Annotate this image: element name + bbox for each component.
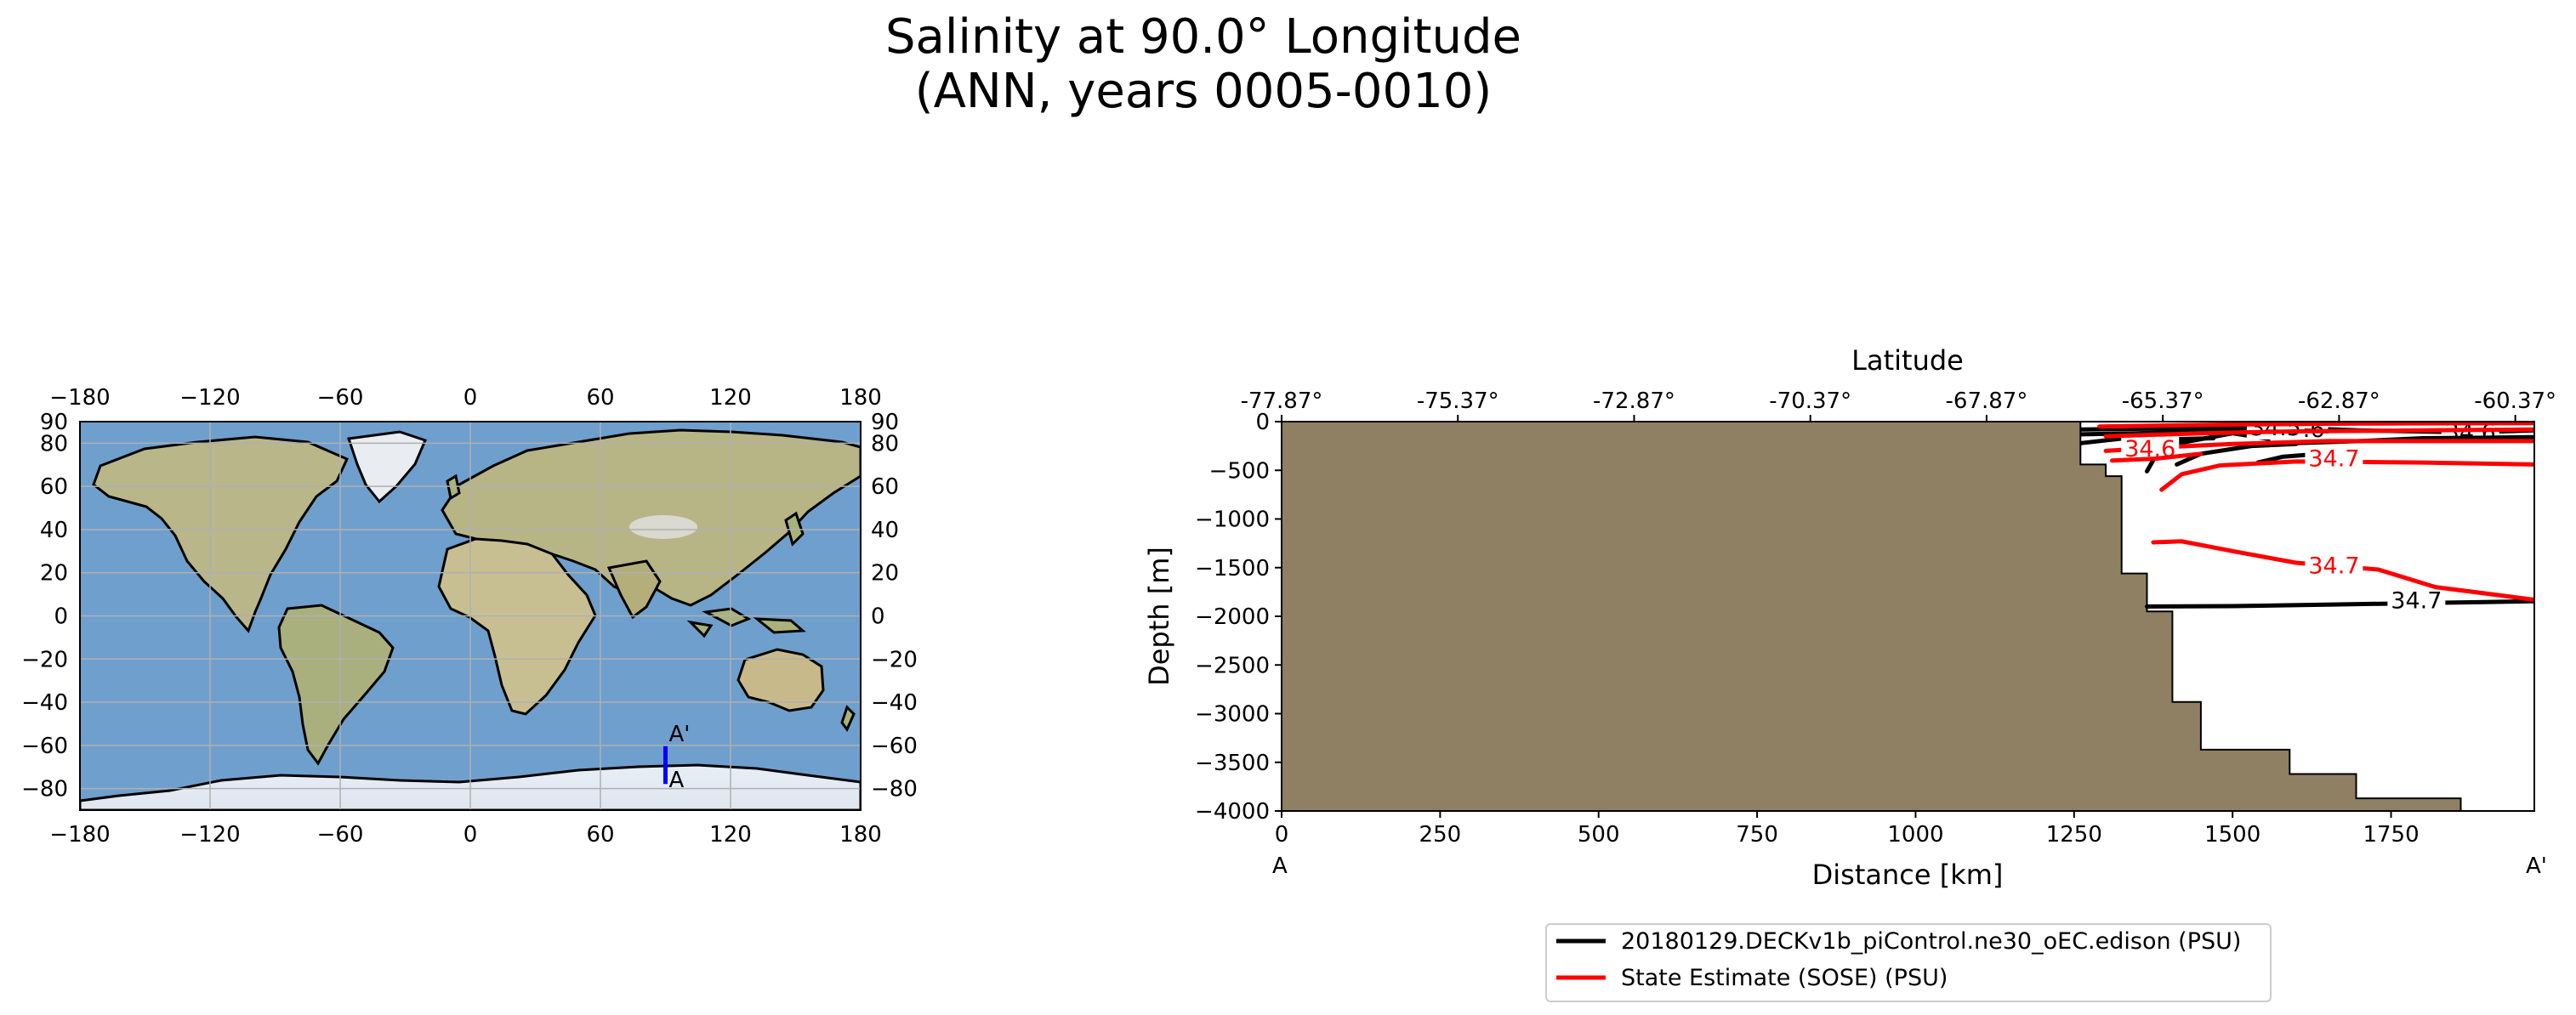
obs-contour-line [2151,539,2534,602]
section-panel: 34.734.634.634.534.734.734.6 02505007501… [1143,344,2556,891]
transect-end-label: A' [669,722,691,747]
map-left-tick-label: −80 [21,777,68,802]
top-tick-label: -67.87° [1946,388,2028,414]
map-top-tick-label: −180 [49,385,110,411]
top-tick-label: -70.37° [1769,388,1851,414]
map-right-tick-label: 90 [871,410,899,435]
top-tick-label: -72.87° [1593,388,1675,414]
obs-contour-line [2103,427,2534,439]
map-left-tick-label: 0 [54,604,68,630]
x-axis-label: Distance [km] [1812,859,2004,891]
y-tick-label: −1000 [1195,508,1270,533]
obs-contour-line [2159,459,2534,492]
map-top-tick-label: −120 [179,385,240,411]
obs-contour-label: 34.7 [2308,446,2359,473]
section-start-label: A [1272,853,1288,879]
map-right-tick-label: 0 [871,604,885,630]
x-tick-label: 1500 [2204,822,2260,848]
legend-label-model: 20180129.DECKv1b_piControl.ne30_oEC.edis… [1621,928,2241,955]
y-tick-label: −500 [1209,458,1270,484]
map-top-tick-label: −60 [317,385,364,411]
top-tick-label: -60.37° [2474,388,2556,414]
x-tick-label: 1250 [2046,822,2102,848]
top-tick-label: -65.37° [2122,388,2204,414]
map-himalaya [629,515,697,539]
map-left-tick-label: −60 [21,734,68,759]
bathymetry-fill [1282,422,2462,811]
x-tick-label: 0 [1275,822,1289,848]
obs-contour-line [2097,422,2534,429]
y-tick-label: −2500 [1195,653,1270,678]
map-right-tick-label: −60 [871,734,918,759]
map-top-tick-label: 120 [709,385,752,411]
x-tick-label: 1750 [2363,822,2419,848]
top-tick-label: -75.37° [1417,388,1499,414]
map-tick-labels: −180 −180 −120 −120 −60 −60 0 0 60 60 120 120 180 180… [21,385,918,848]
y-tick-label: −2000 [1195,604,1270,630]
contour-label-bg [2387,587,2446,613]
map-right-tick-label: −80 [871,777,918,802]
contour-label-bg [2305,445,2363,471]
contour-lines: 34.734.634.634.534.734.734.6 [2079,415,2534,615]
map-top-tick-label: 180 [839,385,882,411]
map-right-tick-label: 80 [871,431,899,456]
section-ticks: 0 250 500 750 1000 1250 1500 1750 0 −500 −1000 −150… [1195,388,2556,848]
map-left-tick-label: 90 [40,410,68,435]
y-tick-label: 0 [1255,410,1270,435]
map-land [80,422,861,810]
map-left-tick-label: −40 [21,690,68,716]
map-bottom-tick-label: 180 [839,822,882,848]
map-panel: A A' −180 −180 −120 −120 −60 −60 0 0 60 60 120 120 1… [21,385,918,848]
model-contour-label: 34.5 [2250,415,2301,441]
x-tick-label: 250 [1419,822,1462,848]
obs-contour-line [2110,451,2204,463]
map-left-tick-label: 60 [40,474,68,500]
legend-box [1545,923,2272,1002]
y-tick-label: −3500 [1195,751,1270,776]
x-tick-label: 500 [1578,822,1620,848]
obs-contour-label: 34.7 [2308,553,2359,579]
figure-title-line1: Salinity at 90.0° Longitude [884,9,1521,65]
map-right-tick-label: 60 [871,474,899,500]
map-right-tick-label: 40 [871,518,899,543]
y-tick-label: −3000 [1195,702,1270,728]
map-bottom-tick-label: −180 [49,822,110,848]
y-axis-label: Depth [m] [1143,547,1175,686]
y-tick-label: −1500 [1195,556,1270,581]
legend-label-obs: State Estimate (SOSE) (PSU) [1621,965,1948,991]
map-gridlines [80,422,861,810]
y-tick-label: −4000 [1195,799,1270,825]
map-left-tick-label: 40 [40,518,68,543]
x-tick-label: 750 [1736,822,1778,848]
map-left-tick-label: −20 [21,647,68,672]
map-top-tick-label: 60 [586,385,614,411]
map-frame [79,421,862,811]
model-contour-line [2175,441,2299,467]
map-bottom-tick-label: 60 [586,822,614,848]
map-right-tick-label: −20 [871,647,918,672]
contour-label-bg [2305,552,2363,578]
map-top-tick-label: 0 [463,385,478,411]
transect-start-label: A [669,768,685,793]
map-bottom-tick-label: 0 [463,822,478,848]
figure-title-line2: (ANN, years 0005-0010) [914,64,1493,119]
map-bottom-tick-label: 120 [709,822,752,848]
section-end-label: A' [2526,853,2547,879]
map-bottom-tick-label: −60 [317,822,364,848]
map-right-tick-label: 20 [871,561,899,587]
map-left-tick-label: 20 [40,561,68,587]
top-tick-label: -77.87° [1241,388,1323,414]
map-bottom-tick-label: −120 [179,822,240,848]
map-right-tick-label: −40 [871,690,918,716]
model-contour-line [2145,598,2534,609]
model-contour-label: 34.7 [2391,588,2442,615]
top-axis-label: Latitude [1851,344,1964,377]
legend: 20180129.DECKv1b_piControl.ne30_oEC.edis… [1545,923,2272,1002]
map-left-tick-label: 80 [40,431,68,456]
x-tick-label: 1000 [1887,822,1943,848]
top-tick-label: -62.87° [2298,388,2380,414]
